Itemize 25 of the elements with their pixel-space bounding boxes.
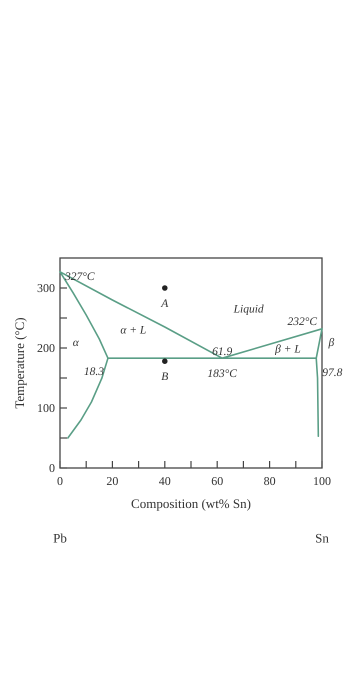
y-axis-title: Temperature (°C) [12, 317, 27, 409]
annotation: A [160, 298, 170, 310]
x-tick-label: 80 [264, 474, 276, 488]
annotation: 97.8 [322, 367, 343, 380]
x-tick-label: 60 [211, 474, 224, 488]
y-tick-label: 300 [37, 281, 55, 296]
y-tick-label: 200 [37, 341, 55, 356]
annotation: 183°C [207, 368, 238, 380]
text: Sn [315, 530, 330, 546]
x-tick-label: 40 [158, 474, 171, 488]
annotation: 232°C [287, 316, 318, 328]
annotation: Liquid [232, 303, 264, 316]
y-tick-label: 0 [49, 461, 55, 476]
annotation: α [72, 337, 80, 350]
text: Pb [53, 530, 67, 546]
annotation: 18.3 [84, 366, 104, 378]
text: β [328, 337, 335, 350]
annotation: α + L [120, 324, 146, 336]
annotation: 61.9 [212, 346, 232, 358]
x-axis-title: Composition (wt% Sn) [131, 496, 251, 511]
y-tick-label: 100 [37, 401, 55, 416]
x-tick-label: 20 [106, 474, 118, 488]
annotation: β + L [274, 343, 301, 356]
x-tick-label: 100 [313, 474, 331, 488]
annotation: B [161, 371, 168, 384]
